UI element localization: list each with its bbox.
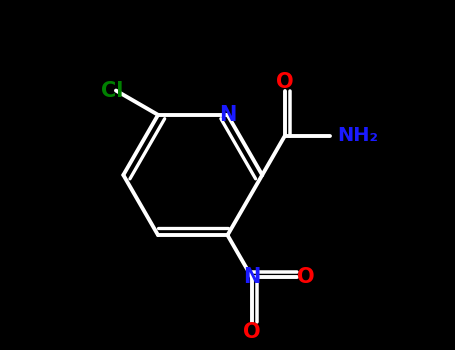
Text: Cl: Cl (101, 80, 124, 100)
Text: N: N (243, 267, 261, 287)
Text: NH₂: NH₂ (337, 126, 378, 145)
Text: O: O (276, 72, 293, 92)
Text: O: O (243, 322, 261, 342)
Text: O: O (297, 267, 314, 287)
Text: N: N (219, 105, 236, 125)
